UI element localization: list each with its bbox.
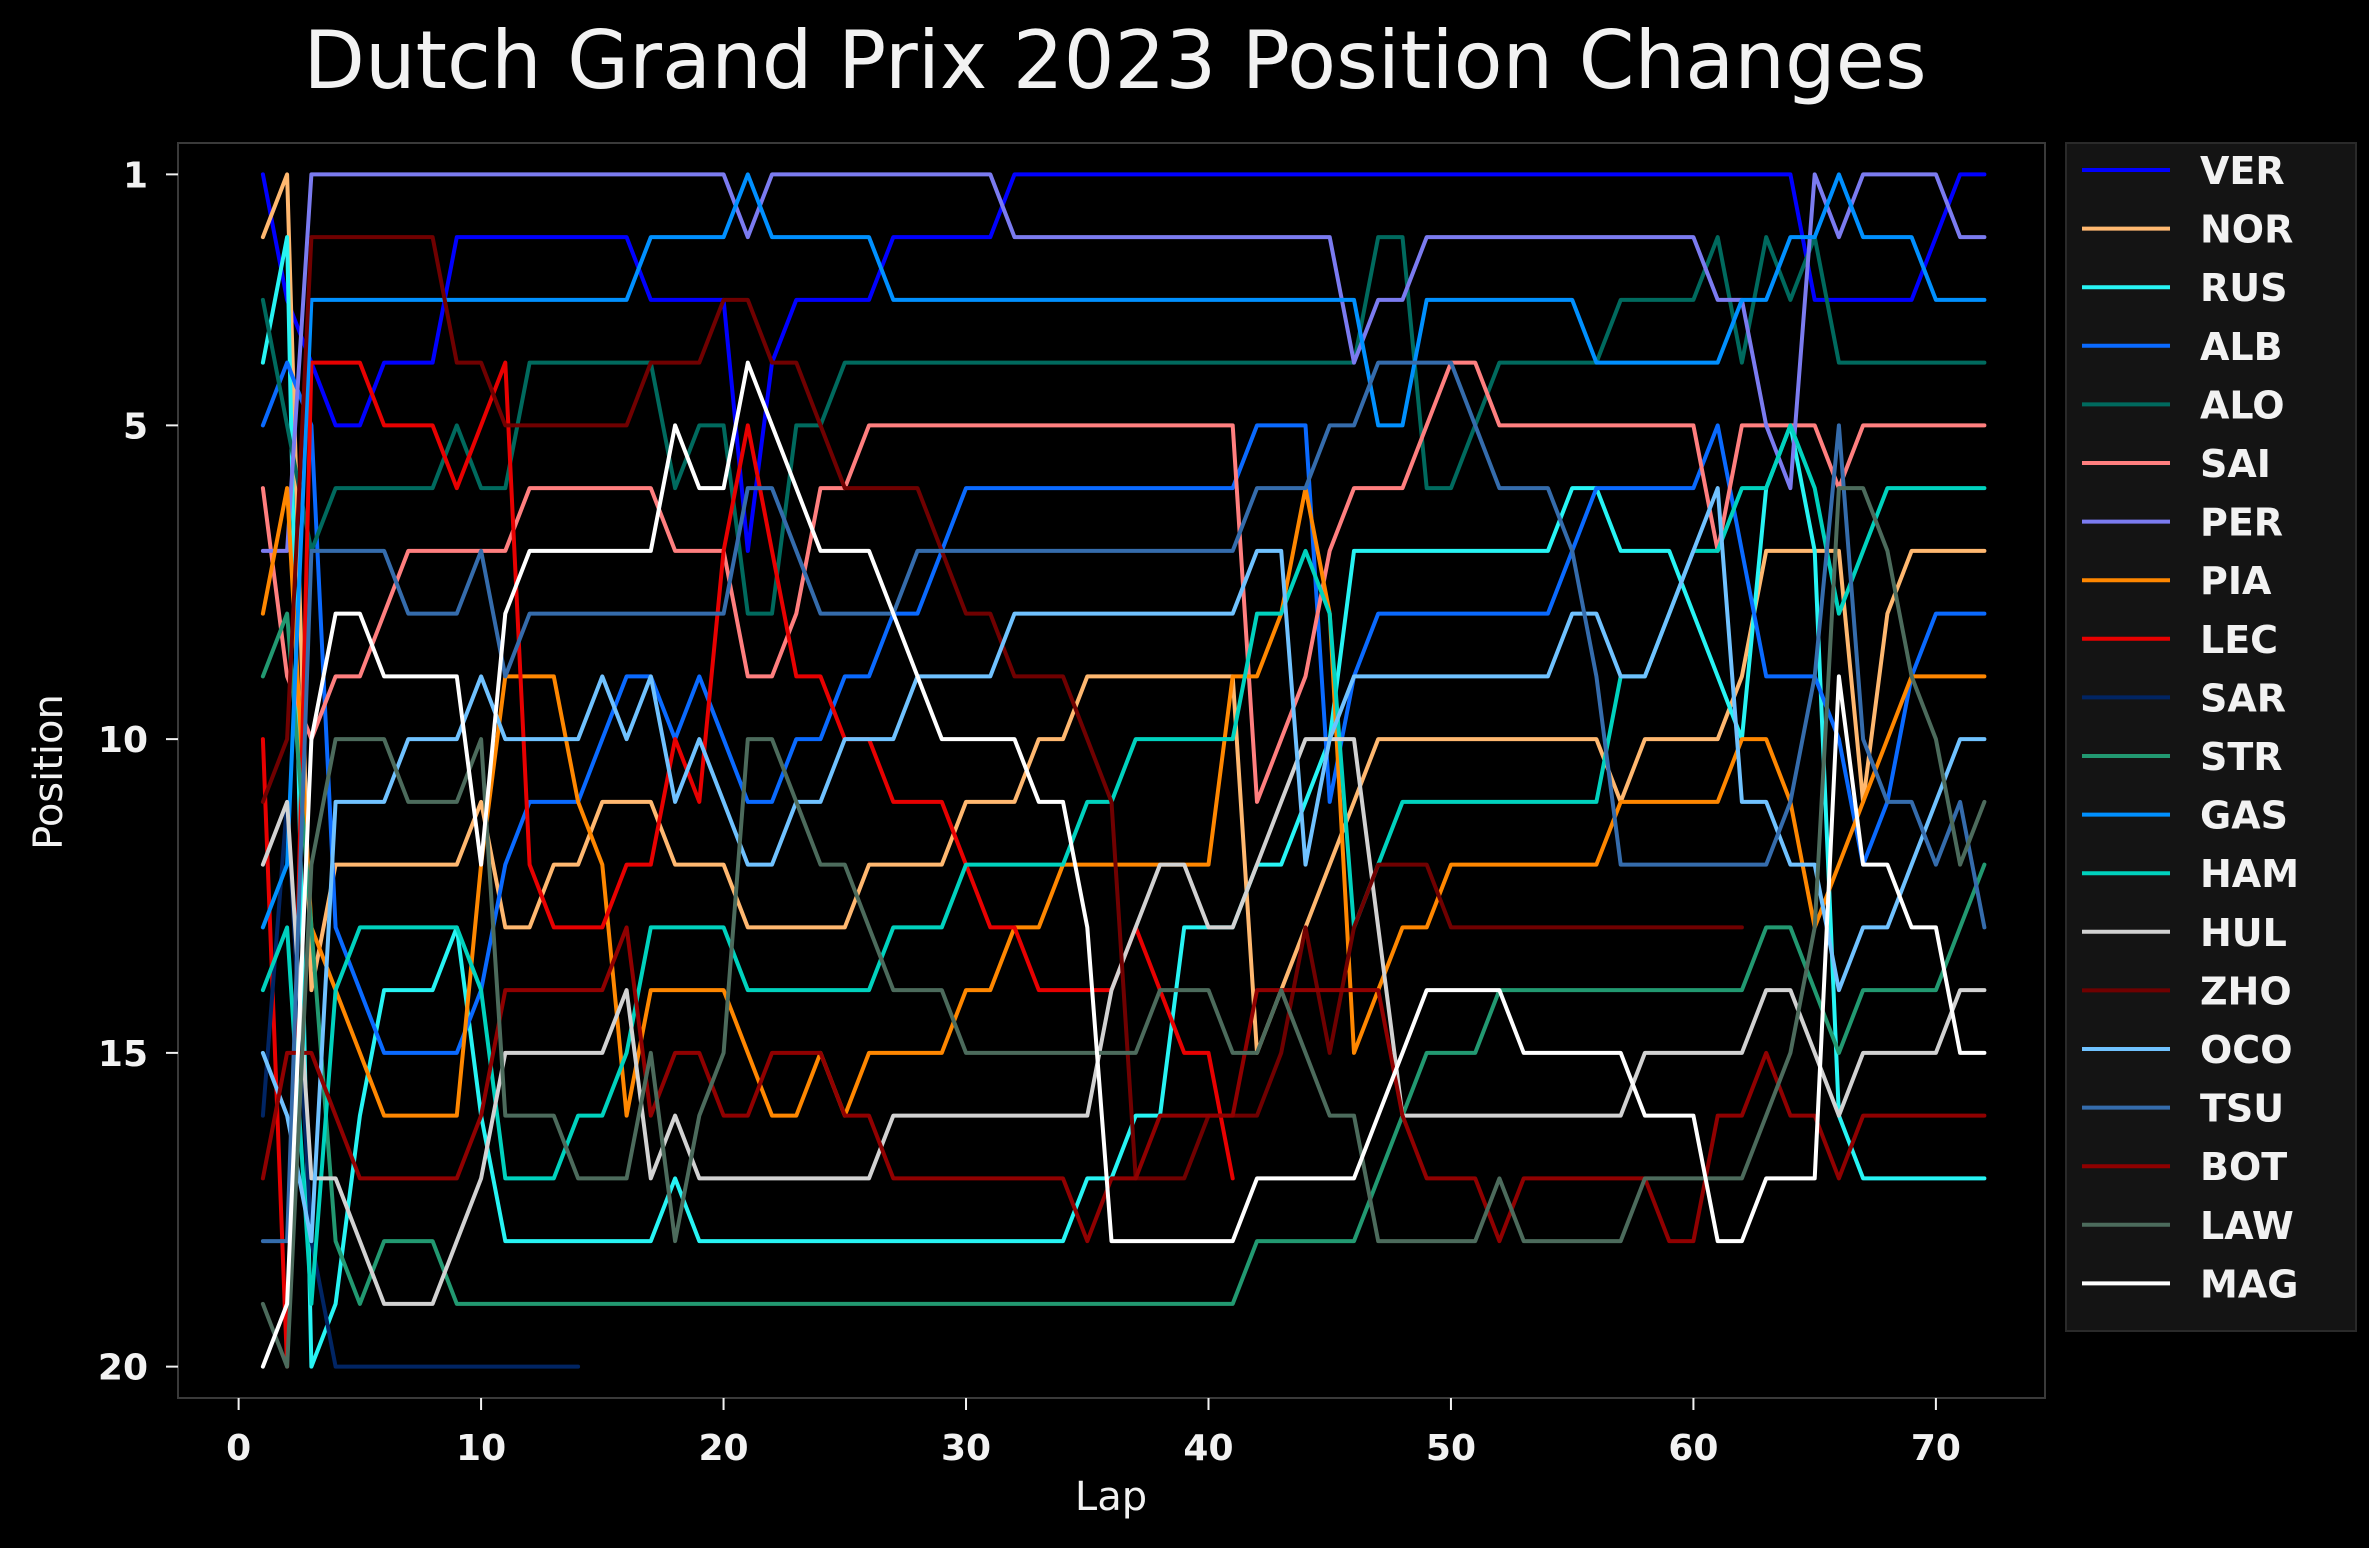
series-line-ver: [260, 172, 1987, 553]
x-tick-label: 0: [226, 1428, 251, 1469]
series-line-sai: [260, 360, 1987, 804]
legend-label-bot: BOT: [2200, 1145, 2287, 1189]
y-tick-label: 10: [98, 720, 148, 761]
x-tick-label: 70: [1911, 1428, 1961, 1469]
series-line-per: [260, 172, 1987, 553]
legend-label-alb: ALB: [2200, 325, 2283, 369]
x-tick-label: 30: [941, 1428, 991, 1469]
series-line-pia: [260, 486, 1987, 1118]
y-tick-label: 5: [123, 406, 148, 447]
y-tick-label: 15: [98, 1034, 148, 1075]
legend-label-pia: PIA: [2200, 559, 2272, 603]
x-tick-label: 60: [1668, 1428, 1718, 1469]
legend-label-gas: GAS: [2200, 794, 2288, 838]
series-line-ham: [260, 423, 1987, 1306]
legend-label-tsu: TSU: [2200, 1087, 2284, 1131]
series-line-nor: [260, 172, 1987, 1055]
series-line-hul: [260, 737, 1987, 1306]
x-axis-label: Lap: [1075, 1474, 1147, 1520]
plot-area: [177, 142, 2046, 1399]
series-line-str: [260, 611, 1987, 1306]
legend-label-ver: VER: [2200, 149, 2285, 193]
legend-label-rus: RUS: [2200, 266, 2288, 310]
legend-label-oco: OCO: [2200, 1028, 2293, 1072]
legend-label-sar: SAR: [2200, 676, 2286, 720]
series-line-bot: [260, 925, 1987, 1244]
legend-box: [2065, 142, 2357, 1332]
series-lines: [260, 172, 1987, 1369]
x-tick-label: 40: [1183, 1428, 1233, 1469]
legend-label-lec: LEC: [2200, 618, 2278, 662]
x-tick-label: 50: [1426, 1428, 1476, 1469]
legend-label-alo: ALO: [2200, 383, 2285, 427]
series-line-rus: [260, 235, 1987, 1369]
legend-label-zho: ZHO: [2200, 969, 2292, 1013]
series-line-law: [260, 486, 1987, 1369]
legend-label-law: LAW: [2200, 1204, 2294, 1248]
series-line-tsu: [260, 360, 1987, 1244]
legend: VER NOR RUS ALB ALO SAI PER PIA LEC SAR STR GAS HAM H…: [2065, 142, 2357, 1332]
x-tick-label: 20: [698, 1428, 748, 1469]
x-tick-label: 10: [456, 1428, 506, 1469]
legend-label-hul: HUL: [2200, 911, 2287, 955]
y-tick-label: 1: [123, 155, 148, 196]
series-line-alo: [260, 235, 1987, 616]
legend-label-nor: NOR: [2200, 208, 2293, 252]
series-line-lec: [260, 360, 1235, 1369]
legend-label-str: STR: [2200, 735, 2283, 779]
legend-label-per: PER: [2200, 501, 2283, 545]
series-line-gas: [260, 172, 1987, 930]
series-line-alb: [260, 360, 1987, 1055]
x-axis-ticks: 0 10 20 30 40 50 60 70: [226, 1398, 1961, 1469]
series-line-oco: [260, 486, 1987, 1244]
legend-label-ham: HAM: [2200, 852, 2299, 896]
y-axis-label: Position: [26, 694, 72, 850]
y-tick-label: 20: [98, 1348, 148, 1389]
legend-label-mag: MAG: [2200, 1262, 2298, 1306]
chart-title: Dutch Grand Prix 2023 Position Changes: [303, 14, 1926, 107]
series-line-mag: [260, 360, 1987, 1369]
legend-label-sai: SAI: [2200, 442, 2271, 486]
